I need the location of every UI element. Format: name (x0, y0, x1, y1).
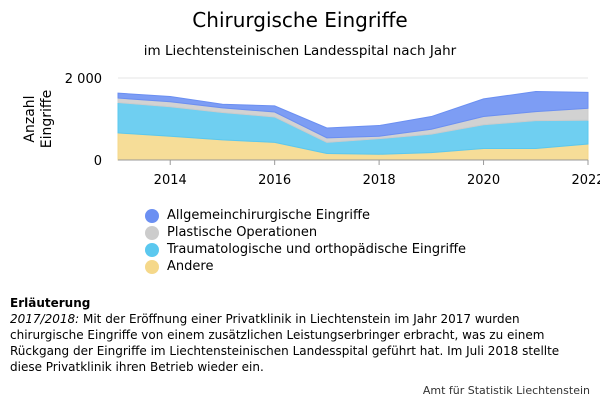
legend-label: Plastische Operationen (167, 225, 318, 240)
explanation-note: Erläuterung 2017/2018: Mit der Eröffnung… (10, 295, 592, 375)
legend-item-plastische[interactable]: Plastische Operationen (145, 224, 466, 241)
x-tick-label: 2018 (363, 173, 396, 188)
legend-label: Traumatologische und orthopädische Eingr… (167, 242, 467, 257)
x-tick-label: 2014 (154, 173, 187, 188)
y-axis-label: Eingriffe (39, 90, 55, 148)
area-series-3 (117, 91, 589, 139)
note-heading: Erläuterung (10, 296, 91, 310)
note-body: 2017/2018: Mit der Eröffnung einer Priva… (10, 311, 592, 375)
y-tick-label: 2 000 (65, 72, 102, 87)
note-italic-prefix: 2017/2018: (10, 312, 80, 326)
legend-marker-icon (145, 208, 159, 223)
note-text: Mit der Eröffnung einer Privatklinik in … (10, 312, 560, 374)
chart-legend: Allgemeinchirurgische Eingriffe Plastisc… (145, 207, 466, 275)
x-tick-label: 2016 (258, 173, 291, 188)
y-tick-label: 0 (94, 154, 102, 169)
legend-marker-icon (145, 242, 159, 257)
legend-marker-icon (145, 259, 159, 274)
legend-label: Andere (167, 259, 214, 274)
legend-label: Allgemeinchirurgische Eingriffe (167, 208, 370, 223)
legend-item-andere[interactable]: Andere (145, 258, 466, 275)
chart-subtitle: im Liechtensteinischen Landesspital nach… (143, 43, 457, 59)
legend-item-traumatologische[interactable]: Traumatologische und orthopädische Eingr… (145, 241, 466, 258)
x-tick-label: 2020 (467, 173, 500, 188)
legend-marker-icon (145, 225, 159, 240)
x-tick-label: 2022 (571, 173, 600, 188)
stacked-area-chart: 2014 2016 2018 2020 2022 0 2 000 AnzahlEingriff… (22, 72, 600, 188)
y-axis-label: Anzahl (22, 95, 38, 142)
legend-item-allgemeinchirurgische[interactable]: Allgemeinchirurgische Eingriffe (145, 207, 466, 224)
chart-title: Chirurgische Eingriffe (192, 8, 408, 32)
source-credit: Amt für Statistik Liechtenstein (422, 384, 590, 397)
